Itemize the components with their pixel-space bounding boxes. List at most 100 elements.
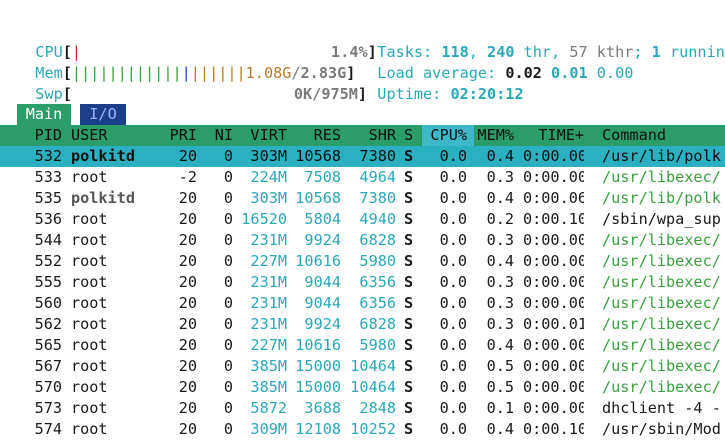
cell-cmd: /usr/sbin/Mod <box>602 420 721 438</box>
col-command[interactable]: Command <box>602 126 667 144</box>
cpu-meter-value: 1.4% <box>331 43 368 61</box>
cell-res: 15000 <box>295 357 341 375</box>
cell-shr: 5980 <box>359 252 396 270</box>
uptime-label: Uptime: <box>377 85 451 103</box>
cell-user: root <box>71 336 108 354</box>
cell-time: 0:00.00 <box>523 294 584 312</box>
col-cpu[interactable]: CPU% <box>430 126 467 144</box>
col-mem[interactable]: MEM% <box>477 126 514 144</box>
table-row[interactable]: 560 root 20 0 231M 9044 6356 S 0.0 0.3 0:00.00/usr… <box>0 293 725 314</box>
col-pid[interactable]: PID <box>34 126 62 144</box>
cell-ni: 0 <box>223 399 233 417</box>
cell-cmd: /usr/libexec/ <box>602 378 721 396</box>
table-row[interactable]: 573 root 20 0 5872 3688 2848 S 0.0 0.1 0:00.00 dhcl… <box>0 398 725 419</box>
cell-res: 10616 <box>295 336 341 354</box>
col-ni[interactable]: NI <box>214 126 233 144</box>
cell-cmd: /usr/libexec/ <box>602 168 721 186</box>
cell-cpu: 0.0 <box>439 189 467 207</box>
cell-ni: 0 <box>223 315 233 333</box>
cell-user: root <box>71 273 108 291</box>
cell-mem: 0.5 <box>486 357 514 375</box>
table-row[interactable]: 533 root -2 0 224M 7508 4964 S 0.0 0.3 0:00.00/usr… <box>0 167 725 188</box>
cell-pid: 555 <box>34 273 62 291</box>
cell-shr: 6356 <box>359 273 396 291</box>
cell-res: 9044 <box>304 273 341 291</box>
cell-cmd: dhclient -4 - <box>602 399 721 417</box>
cell-cmd: /usr/libexec/ <box>602 357 721 375</box>
cell-time: 0:00.00 <box>523 399 584 417</box>
table-row[interactable]: 562 root 20 0 231M 9924 6828 S 0.0 0.3 0:00.01/usr… <box>0 314 725 335</box>
cell-s: S <box>404 210 414 228</box>
cell-user: root <box>71 378 108 396</box>
table-row[interactable]: 536 root 20 0 16520 5804 4940 S 0.0 0.2 0:00.10/sb… <box>0 209 725 230</box>
cell-cmd: /usr/libexec/ <box>602 273 721 291</box>
swp-meter-label: Swp <box>35 85 63 103</box>
cell-cpu: 0.0 <box>439 252 467 270</box>
cell-cpu: 0.0 <box>439 378 467 396</box>
cell-time: 0:00.10 <box>523 420 584 438</box>
cell-cpu: 0.0 <box>439 147 467 165</box>
cell-pri: 20 <box>178 231 197 249</box>
cell-pri: 20 <box>178 399 197 417</box>
cell-time: 0:00.00 <box>523 273 584 291</box>
swp-meter-value: 0K/975M <box>293 85 358 103</box>
cell-mem: 0.1 <box>486 399 514 417</box>
uptime-value: 02:20:12 <box>450 85 524 103</box>
cell-virt: 309M <box>250 420 287 438</box>
cell-ni: 0 <box>223 252 233 270</box>
table-row[interactable]: 544 root 20 0 231M 9924 6828 S 0.0 0.3 0:00.00/usr… <box>0 230 725 251</box>
cell-ni: 0 <box>223 147 233 165</box>
table-row[interactable]: 565 root 20 0 227M 10616 5980 S 0.0 0.4 0:00.00/us… <box>0 335 725 356</box>
cell-s: S <box>404 252 414 270</box>
cell-cmd: /usr/libexec/ <box>602 231 721 249</box>
cell-cmd: /usr/libexec/ <box>602 315 721 333</box>
cell-mem: 0.3 <box>486 231 514 249</box>
cell-virt: 385M <box>250 378 287 396</box>
cell-res: 10616 <box>295 252 341 270</box>
col-user[interactable]: USER <box>71 126 108 144</box>
cell-cmd: /usr/libexec/ <box>602 336 721 354</box>
col-shr[interactable]: SHR <box>368 126 396 144</box>
cell-shr: 10252 <box>350 420 396 438</box>
cell-pri: 20 <box>178 315 197 333</box>
col-res[interactable]: RES <box>313 126 341 144</box>
cell-user: polkitd <box>71 189 136 207</box>
cell-pri: 20 <box>178 420 197 438</box>
mem-meter-label: Mem <box>35 64 63 82</box>
cell-user: polkitd <box>71 147 136 165</box>
table-row[interactable]: 552 root 20 0 227M 10616 5980 S 0.0 0.4 0:00.00/us… <box>0 251 725 272</box>
cell-time: 0:00.00 <box>523 252 584 270</box>
cell-user: root <box>71 315 108 333</box>
kthr-count: 57 <box>569 43 588 61</box>
col-pri[interactable]: PRI <box>169 126 197 144</box>
cell-pid: 544 <box>34 231 62 249</box>
cell-cpu: 0.0 <box>439 336 467 354</box>
table-row[interactable]: 574 root 20 0 309M 12108 10252 S 0.0 0.4 0:00.10/u… <box>0 419 725 440</box>
table-row[interactable]: 570 root 20 0 385M 15000 10464 S 0.0 0.5 0:00.00/u… <box>0 377 725 398</box>
swp-meter: Swp[0K/975M] <box>35 85 368 103</box>
col-state[interactable]: S <box>404 126 414 144</box>
cell-user: root <box>71 294 108 312</box>
table-row[interactable]: 555 root 20 0 231M 9044 6356 S 0.0 0.3 0:00.00/usr… <box>0 272 725 293</box>
cell-user: root <box>71 210 108 228</box>
cell-s: S <box>404 399 414 417</box>
tab-io[interactable]: I/O <box>80 104 126 125</box>
cell-user: root <box>71 168 108 186</box>
cell-mem: 0.3 <box>486 315 514 333</box>
cell-mem: 0.3 <box>486 168 514 186</box>
cell-time: 0:00.00 <box>523 357 584 375</box>
col-virt[interactable]: VIRT <box>250 126 287 144</box>
cell-virt: 303M <box>250 189 287 207</box>
table-row[interactable]: 567 root 20 0 385M 15000 10464 S 0.0 0.5 0:00.00/u… <box>0 356 725 377</box>
tab-main[interactable]: Main <box>17 104 71 125</box>
cell-pid: 533 <box>34 168 62 186</box>
kthr-label: kthr <box>587 43 634 61</box>
tasks-count: 118 <box>441 43 469 61</box>
cell-pri: -2 <box>178 168 197 186</box>
table-row[interactable]: 535 polkitd 20 0 303M 10568 7380 S 0.0 0.4 0:00.06… <box>0 188 725 209</box>
cell-virt: 385M <box>250 357 287 375</box>
cell-time: 0:00.00 <box>523 147 584 165</box>
col-time[interactable]: TIME+ <box>538 126 584 144</box>
table-row[interactable]: 532 polkitd 20 0 303M 10568 7380 S 0.0 0.4 0:00.00… <box>0 146 725 167</box>
cell-res: 10568 <box>295 189 341 207</box>
